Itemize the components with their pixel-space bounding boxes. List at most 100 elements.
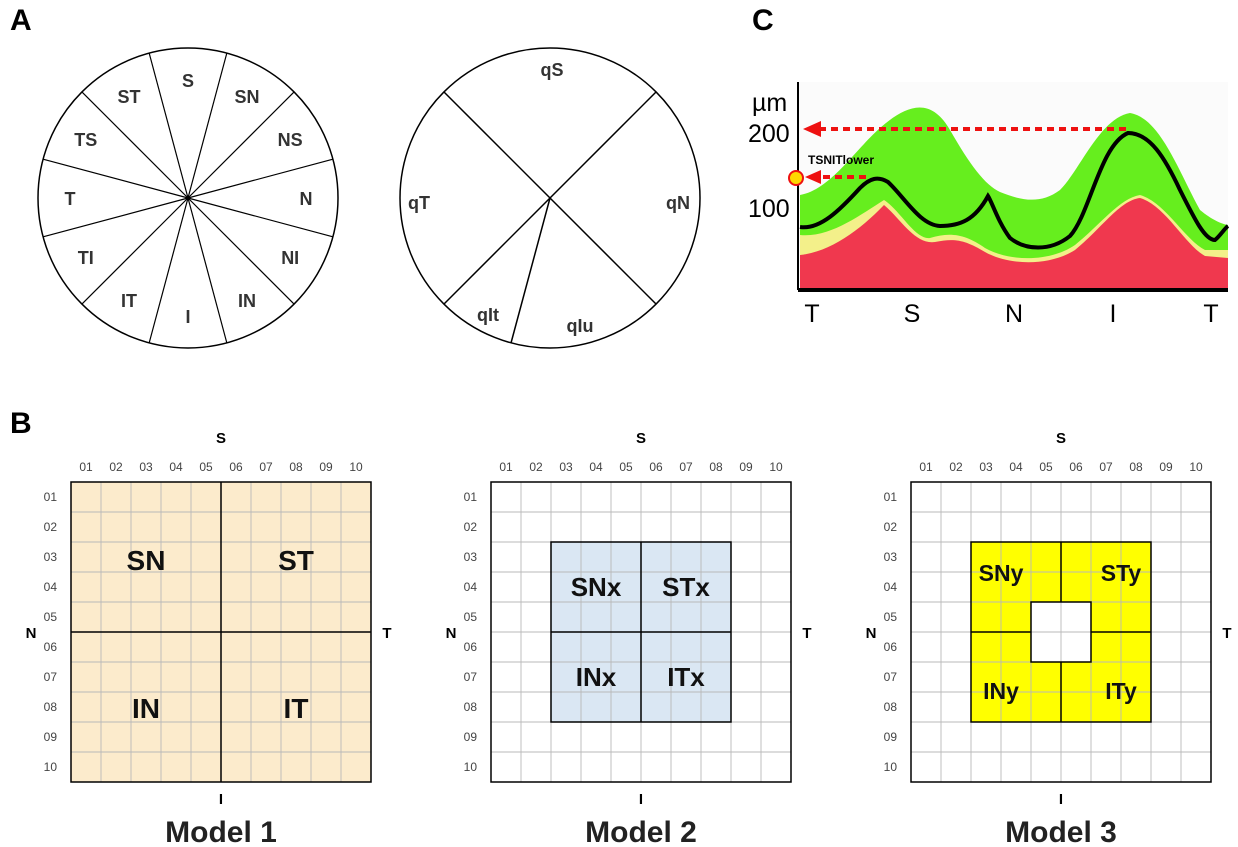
column-header: 02 — [109, 460, 123, 474]
x-tick-label: T — [1203, 300, 1218, 328]
region-label-inx: INx — [576, 662, 617, 692]
quadrant-label-qs: qS — [540, 60, 563, 80]
panel-label-a: A — [10, 4, 32, 37]
sector-divider — [187, 158, 334, 199]
quadrant-label-qiu: qIu — [567, 316, 594, 336]
column-header: 01 — [499, 460, 513, 474]
quadrant-label-qn: qN — [666, 193, 690, 213]
row-header: 10 — [884, 760, 898, 774]
row-header: 03 — [464, 550, 478, 564]
row-header: 09 — [464, 730, 478, 744]
direction-label-temporal: T — [802, 625, 811, 642]
sector-divider — [187, 197, 228, 344]
sector-labels: S SN NS N NI IN I IT TI T TS ST — [65, 71, 313, 327]
row-header: 01 — [464, 490, 478, 504]
direction-label-superior: S — [216, 430, 226, 447]
direction-label-nasal: N — [26, 625, 37, 642]
column-header: 05 — [199, 460, 213, 474]
sector-divider — [148, 197, 189, 344]
row-header: 07 — [884, 670, 898, 684]
column-header: 04 — [169, 460, 183, 474]
row-header: 07 — [464, 670, 478, 684]
column-header: 07 — [259, 460, 273, 474]
quadrant-divider-diag-2a — [549, 91, 657, 199]
column-header: 08 — [709, 460, 723, 474]
row-header: 04 — [884, 580, 898, 594]
row-header: 06 — [884, 640, 898, 654]
direction-label-nasal: N — [446, 625, 457, 642]
region-label-ity: ITy — [1105, 678, 1137, 704]
row-header: 05 — [44, 610, 58, 624]
sector-divider — [187, 52, 228, 199]
tsnit-lower-label: TSNITlower — [808, 153, 874, 167]
column-header: 01 — [79, 460, 93, 474]
arrow-max-head — [803, 121, 821, 137]
row-header: 03 — [44, 550, 58, 564]
region-label-in: IN — [132, 693, 160, 724]
region-label-itx: ITx — [667, 662, 705, 692]
row-header: 06 — [44, 640, 58, 654]
region-label-iny: INy — [983, 678, 1019, 704]
sector-divider — [81, 197, 189, 305]
row-header: 04 — [44, 580, 58, 594]
column-header: 10 — [349, 460, 363, 474]
y-tick-100: 100 — [748, 195, 790, 223]
column-header: 03 — [559, 460, 573, 474]
direction-label-superior: S — [636, 430, 646, 447]
column-header: 04 — [1009, 460, 1023, 474]
model-1: 01 02 03 04 05 06 07 08 09 10 01 02 03 04 05 06 07 08 09 10… — [26, 430, 392, 847]
x-tick-label: T — [804, 300, 819, 328]
quadrant-divider-inferior — [510, 197, 551, 344]
sector-label-n: N — [300, 189, 313, 209]
column-header: 02 — [529, 460, 543, 474]
tsnit-lower-marker-icon — [788, 170, 804, 186]
sector-divider — [187, 197, 295, 305]
row-header: 05 — [464, 610, 478, 624]
x-tick-label: N — [1005, 300, 1023, 328]
region-label-st: ST — [278, 545, 314, 576]
direction-label-inferior: I — [1059, 791, 1063, 808]
direction-label-temporal: T — [1222, 625, 1231, 642]
direction-label-superior: S — [1056, 430, 1066, 447]
row-header: 08 — [464, 700, 478, 714]
column-header: 07 — [679, 460, 693, 474]
region-label-snx: SNx — [571, 572, 622, 602]
sector-label-ns: NS — [278, 130, 303, 150]
sector-label-it: IT — [121, 291, 137, 311]
column-header: 04 — [589, 460, 603, 474]
quadrant-label-qit: qIt — [477, 305, 499, 325]
sector-diagram: S SN NS N NI IN I IT TI T TS ST — [37, 47, 339, 349]
quadrant-divider-diag-2b — [443, 197, 551, 305]
sector-label-ni: NI — [281, 248, 299, 268]
sector-label-in: IN — [238, 291, 256, 311]
direction-label-nasal: N — [866, 625, 877, 642]
panel-label-b: B — [10, 407, 32, 440]
column-header: 05 — [619, 460, 633, 474]
row-header: 07 — [44, 670, 58, 684]
sector-divider — [148, 52, 189, 199]
direction-label-temporal: T — [382, 625, 391, 642]
sector-label-s: S — [182, 71, 194, 91]
column-header: 10 — [769, 460, 783, 474]
rnfl-thickness-curve — [799, 130, 1230, 250]
row-header: 08 — [884, 700, 898, 714]
model-title: Model 1 — [165, 816, 277, 847]
model-grids: 01 02 03 04 05 06 07 08 09 10 01 02 03 04 05 06 07 08 09 10… — [26, 430, 1232, 847]
row-header: 01 — [884, 490, 898, 504]
quadrant-label-qt: qT — [408, 193, 430, 213]
sector-divider — [187, 197, 334, 238]
region-label-it: IT — [284, 693, 309, 724]
model-2: 01 02 03 04 05 06 07 08 09 10 01 02 03 04 05 06 07 08 09 10… — [446, 430, 812, 847]
row-header: 06 — [464, 640, 478, 654]
arrow-lower-head — [805, 170, 821, 184]
column-header: 09 — [1159, 460, 1173, 474]
column-header: 10 — [1189, 460, 1203, 474]
sector-label-ts: TS — [74, 130, 97, 150]
row-header: 02 — [464, 520, 478, 534]
column-header: 03 — [139, 460, 153, 474]
sector-circle-outline — [37, 47, 339, 349]
row-header: 09 — [884, 730, 898, 744]
sector-dividers — [42, 52, 334, 344]
